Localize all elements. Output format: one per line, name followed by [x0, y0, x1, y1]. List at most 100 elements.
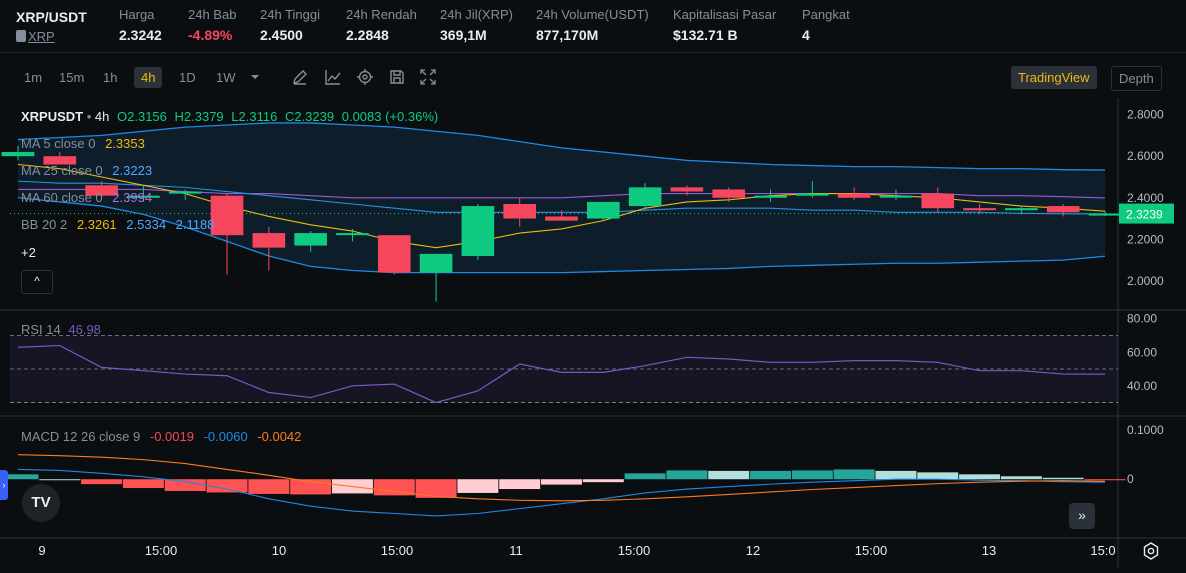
candle-body[interactable] — [210, 195, 244, 236]
interval-1D[interactable]: 1D — [179, 70, 196, 85]
candle-body[interactable] — [545, 216, 578, 221]
macd-legend[interactable]: MACD 12 26 close 9 -0.0019 -0.0060 -0.00… — [21, 429, 301, 444]
macd-histogram-bar — [708, 470, 750, 480]
candle-body[interactable] — [963, 208, 996, 211]
macd-histogram-bar — [666, 470, 708, 480]
rsi-axis-label: 40.00 — [1127, 379, 1157, 393]
candle-body[interactable] — [252, 233, 286, 248]
stat-value: 369,1M — [440, 27, 487, 43]
ma25-legend[interactable]: MA 25 close 0 2.3223 — [21, 163, 152, 178]
bb-mid-value: 2.3261 — [76, 217, 117, 232]
candle-body[interactable] — [377, 235, 411, 273]
candle-body[interactable] — [796, 193, 829, 196]
macd-histogram-bar — [1084, 479, 1126, 481]
macd-histogram-bar — [81, 479, 123, 485]
macd-histogram-bar — [791, 470, 833, 480]
ma5-label: MA 5 close 0 — [21, 136, 96, 151]
legend-low: L2.3116 — [231, 109, 278, 124]
stat-value: 2.2848 — [346, 27, 389, 43]
stat-label: 24h Volume(USDT) — [536, 7, 649, 22]
candle-body[interactable] — [503, 204, 536, 219]
candle-body[interactable] — [294, 233, 327, 246]
candle-body[interactable] — [754, 195, 787, 198]
stat-value: 877,170M — [536, 27, 599, 43]
candle-body[interactable] — [670, 187, 704, 192]
candle-body[interactable] — [1, 152, 35, 157]
ma60-value: 2.3994 — [112, 190, 153, 205]
indicator-chart-icon[interactable] — [324, 68, 342, 86]
candlestick-chart[interactable]: 2.8000 2.6000 2.4000 2.2000 2.0000 2.3239 80.0… — [0, 98, 1186, 568]
rsi-axis-label: 60.00 — [1127, 345, 1157, 359]
time-axis-label: 15:0 — [1090, 543, 1115, 558]
collapse-legend-button[interactable]: ^ — [21, 270, 53, 294]
candle-body[interactable] — [127, 195, 160, 198]
time-axis-label: 13 — [982, 543, 996, 558]
stat-label: 24h Tinggi — [260, 7, 320, 22]
macd-histogram-bar — [875, 470, 917, 480]
macd-value-1: -0.0019 — [149, 429, 194, 444]
tradingview-logo: TV — [22, 484, 60, 522]
stat-label: 24h Bab — [188, 7, 237, 22]
price-axis-label: 2.0000 — [1127, 274, 1164, 288]
pair-symbol[interactable]: XRP/USDT — [16, 9, 87, 25]
macd-histogram-bar — [122, 479, 164, 489]
legend-high: H2.3379 — [174, 109, 224, 124]
candle-body[interactable] — [587, 201, 620, 219]
interval-1m[interactable]: 1m — [24, 70, 43, 85]
interval-1W[interactable]: 1W — [216, 70, 236, 85]
interval-1h[interactable]: 1h — [103, 70, 118, 85]
fullscreen-icon[interactable] — [419, 68, 437, 86]
stat-6: Kapitalisasi Pasar $132.71 B — [673, 7, 776, 43]
chevron-up-icon: ^ — [34, 274, 40, 288]
ma60-legend[interactable]: MA 60 close 0 2.3994 — [21, 190, 152, 205]
coin-link[interactable]: XRP — [28, 29, 55, 44]
scroll-to-latest-button[interactable]: » — [1069, 503, 1095, 529]
candle-body[interactable] — [1046, 206, 1080, 213]
bb-lower-value: 2.1188 — [175, 217, 215, 232]
candle-body[interactable] — [1005, 208, 1038, 211]
settings-gear-icon[interactable] — [356, 68, 374, 86]
side-panel-toggle[interactable]: › — [0, 470, 8, 500]
candle-body[interactable] — [85, 185, 118, 196]
macd-histogram-bar — [917, 472, 959, 480]
macd-line — [17, 468, 1106, 517]
candle-body[interactable] — [336, 233, 369, 236]
last-price-tag — [1119, 203, 1174, 224]
stat-1: 24h Bab -4.89% — [188, 7, 236, 43]
macd-histogram-bar — [833, 469, 875, 480]
candle-body[interactable] — [419, 253, 453, 273]
candle-body[interactable] — [461, 206, 495, 256]
depth-view-button[interactable]: Depth — [1111, 66, 1162, 91]
rsi-value: 46.98 — [68, 322, 101, 337]
candle-body[interactable] — [712, 189, 746, 198]
bb-legend[interactable]: BB 20 2 2.3261 2.5334 2.1188 — [21, 217, 214, 232]
macd-histogram-bar — [750, 470, 792, 480]
rsi-legend[interactable]: RSI 14 46.98 — [21, 322, 101, 337]
stat-value: 2.3242 — [119, 27, 162, 43]
more-indicators[interactable]: +2 — [21, 245, 36, 260]
pair-selector[interactable]: XRP/USDT XRP — [16, 9, 87, 44]
price-chart-area[interactable]: 2.8000 2.6000 2.4000 2.2000 2.0000 2.3239 80.0… — [0, 98, 1186, 568]
dropdown-arrow-icon[interactable] — [249, 71, 261, 83]
market-header: XRP/USDT XRP Harga 2.3242 24h Bab -4.89% 24h… — [0, 0, 1186, 53]
tradingview-view-button[interactable]: TradingView — [1011, 66, 1097, 89]
candle-body[interactable] — [168, 191, 202, 194]
chart-settings-icon[interactable] — [1141, 541, 1161, 561]
stat-value: 4 — [802, 27, 810, 43]
macd-histogram-bar — [624, 473, 666, 480]
candle-body[interactable] — [1088, 213, 1122, 216]
candle-body[interactable] — [43, 156, 77, 165]
candle-body[interactable] — [837, 193, 871, 198]
pen-tool-icon[interactable] — [291, 68, 309, 86]
macd-histogram-bar — [0, 474, 39, 480]
last-price-label: 2.3239 — [1126, 208, 1163, 222]
candle-body[interactable] — [879, 195, 913, 198]
stat-value: $132.71 B — [673, 27, 738, 43]
candle-body[interactable] — [921, 193, 955, 209]
candle-body[interactable] — [628, 187, 662, 207]
ma5-legend[interactable]: MA 5 close 0 2.3353 — [21, 136, 145, 151]
save-layout-icon[interactable] — [388, 68, 406, 86]
interval-4h[interactable]: 4h — [134, 67, 163, 88]
interval-15m[interactable]: 15m — [59, 70, 85, 85]
stat-value: 2.4500 — [260, 27, 303, 43]
